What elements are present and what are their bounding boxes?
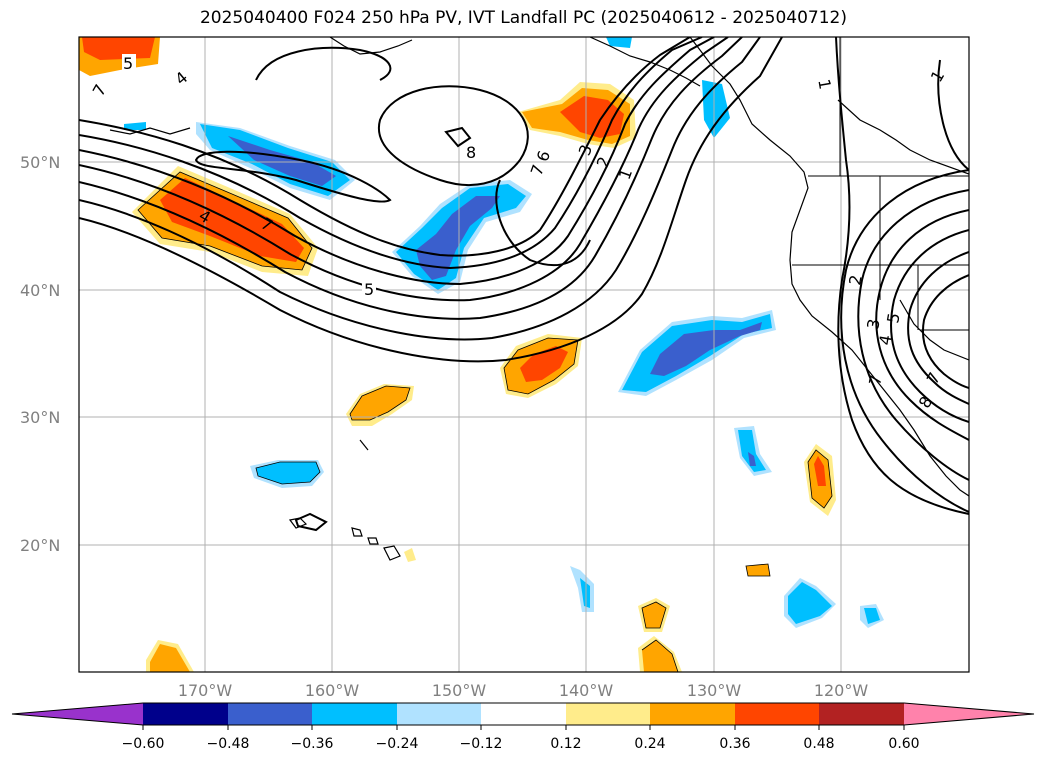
colorbar-bin: [228, 703, 312, 725]
contour-label: 7: [527, 162, 548, 178]
positive-anomaly-shade: [520, 346, 568, 382]
map-title: 2025040400 F024 250 hPa PV, IVT Landfall…: [199, 8, 847, 28]
contour-label: 4: [171, 68, 191, 89]
contour-label: 4: [875, 333, 895, 346]
contour-label: 1: [814, 78, 834, 91]
contour-label: 2: [845, 273, 865, 286]
colorbar-tick-label: −0.24: [376, 736, 419, 752]
colorbar-bin: [143, 703, 228, 725]
contour-label: 1: [615, 166, 636, 182]
colorbar-tick-label: 0.12: [550, 736, 581, 752]
positive-anomaly-shade: [746, 564, 770, 576]
negative-anomaly-shade: [702, 80, 730, 138]
negative-anomaly-shade: [864, 608, 880, 624]
lon-label: 160°W: [305, 681, 360, 700]
colorbar-bin: [735, 703, 819, 725]
pv-shading: [79, 37, 884, 672]
colorbar-bin: [312, 703, 397, 725]
longitude-labels: 170°W 160°W 150°W 140°W 130°W 120°W: [178, 681, 869, 700]
lat-label: 40°N: [20, 281, 60, 300]
lon-label: 120°W: [814, 681, 869, 700]
contour-label: 7: [89, 81, 111, 99]
positive-anomaly-shade: [404, 548, 416, 562]
negative-anomaly-shade: [606, 37, 632, 48]
contour-label: 7: [865, 373, 885, 386]
colorbar-tick-label: 0.48: [803, 736, 834, 752]
negative-anomaly-shade: [738, 430, 766, 472]
pv-shading-outlines: [137, 171, 833, 672]
colorbar-tick-label: −0.12: [460, 736, 503, 752]
map-frame: [78, 36, 970, 673]
colorbar-under-extension: [12, 703, 143, 725]
map-gridlines: [79, 37, 969, 672]
negative-anomaly-shade: [748, 452, 756, 466]
colorbar-tick-label: 0.36: [719, 736, 750, 752]
contour-label: 5: [364, 280, 374, 299]
colorbar: −0.60 −0.48 −0.36 −0.24 −0.12 0.12 0.24 …: [11, 702, 1035, 752]
lat-label: 20°N: [20, 536, 60, 555]
contour-label: 3: [863, 317, 883, 330]
positive-anomaly-shade: [150, 644, 190, 672]
negative-anomaly-shade: [256, 462, 320, 484]
contour-label: 8: [466, 143, 476, 162]
colorbar-tick-label: −0.48: [207, 736, 250, 752]
lon-label: 150°W: [432, 681, 487, 700]
colorbar-over-extension: [904, 703, 1034, 725]
colorbar-tick-label: 0.60: [888, 736, 919, 752]
contour-label: 5: [883, 311, 903, 324]
positive-anomaly-shade: [814, 456, 826, 486]
positive-anomaly-shade: [350, 386, 410, 420]
contour-label: 5: [123, 54, 133, 73]
positive-anomaly-shade: [642, 640, 678, 672]
contour-label: 1: [927, 67, 949, 85]
colorbar-bin: [819, 703, 904, 725]
colorbar-tick-label: −0.36: [291, 736, 334, 752]
negative-anomaly-shade: [228, 136, 336, 186]
latitude-labels: 50°N 40°N 30°N 20°N: [20, 153, 60, 555]
positive-anomaly-shade: [642, 602, 666, 628]
lon-label: 140°W: [559, 681, 614, 700]
lon-label: 130°W: [687, 681, 742, 700]
colorbar-bin: [566, 703, 650, 725]
colorbar-bin: [481, 703, 566, 725]
negative-anomaly-shade: [650, 322, 762, 376]
negative-anomaly-shade: [416, 196, 500, 280]
negative-anomaly-shade: [124, 122, 146, 130]
colorbar-tick-label: 0.24: [634, 736, 665, 752]
lon-label: 170°W: [178, 681, 233, 700]
negative-anomaly-shade: [580, 578, 590, 608]
colorbar-bin: [650, 703, 735, 725]
lat-label: 50°N: [20, 153, 60, 172]
pv-contours: [79, 37, 969, 532]
positive-anomaly-shade: [82, 37, 155, 60]
colorbar-bin: [397, 703, 481, 725]
lat-label: 30°N: [20, 408, 60, 427]
colorbar-tick-label: −0.60: [122, 736, 165, 752]
negative-anomaly-shade: [788, 582, 832, 624]
